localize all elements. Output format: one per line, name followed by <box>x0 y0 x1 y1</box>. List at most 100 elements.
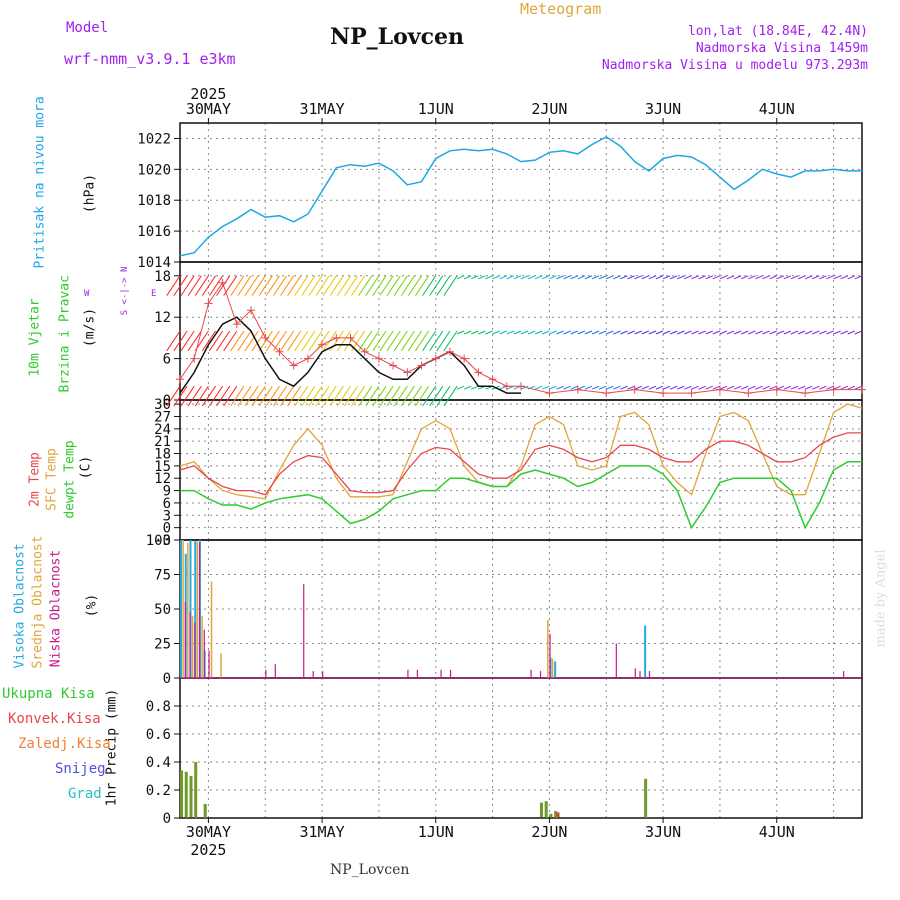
top-day-label: 2JUN <box>531 100 567 118</box>
wind-barb <box>216 385 231 407</box>
precip-bar <box>203 804 207 818</box>
wind-barb <box>407 330 422 352</box>
pressure-line <box>179 136 862 257</box>
wind-barb <box>740 275 749 280</box>
wind-barb <box>740 385 749 390</box>
wind-barb <box>819 385 827 390</box>
y-tick-label: 1020 <box>137 162 171 178</box>
meteogram-title: Meteogram <box>520 0 602 18</box>
wind-barb <box>677 330 685 335</box>
wind-barb <box>534 385 543 390</box>
wind-barb <box>372 385 387 407</box>
wind-barb <box>301 385 316 407</box>
wind-barb <box>684 330 692 335</box>
wind-barb <box>436 385 451 407</box>
footer-station: NP_Lovcen <box>330 862 410 878</box>
wind-gust-marker <box>858 385 866 394</box>
wind-gust-marker <box>218 278 227 287</box>
wind-barb <box>584 330 593 335</box>
wind-barb <box>684 385 692 390</box>
wind-barb <box>187 385 202 407</box>
wind-barb <box>797 385 806 390</box>
y-tick-label: 6 <box>163 352 171 368</box>
wind-barb <box>534 330 543 335</box>
wind-gust-marker <box>346 333 355 342</box>
wind-barb <box>209 275 224 296</box>
wind-barb <box>265 275 280 296</box>
cloud-bar <box>191 615 194 678</box>
wind-barb <box>315 385 330 407</box>
wind-barb <box>393 330 408 352</box>
wind-barb <box>641 275 650 280</box>
wind-barb <box>351 385 366 407</box>
legend-freezing: Zaledj.Kisa <box>18 736 111 752</box>
wind-barb <box>463 385 472 390</box>
y-tick-label: 9 <box>163 484 171 500</box>
wind-barb <box>790 275 799 280</box>
cloud-bar <box>322 671 324 678</box>
wind-barb <box>280 330 295 352</box>
wind-barb <box>783 275 792 280</box>
wind-barb <box>470 275 479 280</box>
cloud-bar <box>196 541 199 678</box>
wind-barb <box>840 385 848 390</box>
wind-barb <box>627 385 635 390</box>
wind-barb <box>166 385 181 407</box>
y-tick-label: 3 <box>163 508 171 524</box>
wind-gust-marker <box>289 361 298 370</box>
cloud-bar <box>547 620 549 678</box>
wind-barb <box>258 385 273 407</box>
wind-barb <box>216 330 231 352</box>
wind-barb <box>776 385 785 390</box>
wind-barb <box>372 330 387 352</box>
wind-barb <box>407 275 422 296</box>
wind-barb <box>251 275 266 296</box>
wind-barb <box>847 275 856 280</box>
wind-barb <box>301 330 316 352</box>
wind-barb <box>499 330 507 335</box>
cloud-bar <box>189 540 192 678</box>
wind-barb <box>492 330 500 335</box>
wind-barb <box>648 275 657 280</box>
wind-barb <box>343 275 359 296</box>
wind-barb <box>733 330 742 335</box>
wind-barb <box>287 385 302 407</box>
wind-barb <box>570 330 579 335</box>
cloud-bar <box>210 581 213 678</box>
wind-barb <box>244 330 259 352</box>
wind-barb <box>422 330 437 352</box>
wind-gust-marker <box>715 385 724 394</box>
y-tick-label: 100 <box>146 533 171 549</box>
wind-barb <box>591 330 600 335</box>
wind-barb <box>840 330 848 335</box>
wind-barb <box>258 330 273 352</box>
wind-barb <box>833 275 841 280</box>
wind-barb <box>407 385 422 407</box>
wind-barb <box>173 385 188 407</box>
wind-barb <box>620 385 628 390</box>
wind-barb <box>329 385 344 407</box>
cloud-bar <box>182 540 184 678</box>
cloud-bar <box>449 669 452 678</box>
wind-barb <box>379 385 394 407</box>
wind-gust-marker <box>403 368 412 377</box>
dewpt-line <box>180 461 862 530</box>
cloud-bar <box>208 650 210 678</box>
wind-barb <box>429 330 444 352</box>
wind-barb <box>527 330 536 335</box>
y-tick-label: 0 <box>163 521 171 537</box>
wind-barb <box>591 385 600 390</box>
wind-barb <box>194 275 209 296</box>
wind-barb <box>797 275 806 280</box>
wind-gust-marker <box>772 385 781 394</box>
precip-bar <box>194 762 198 818</box>
y-tick-label: 0 <box>163 671 171 687</box>
wind-barb <box>605 330 614 335</box>
wind-barb <box>244 385 259 407</box>
wind-barb <box>201 275 216 296</box>
wind-barb <box>833 330 841 335</box>
cloud-bar <box>184 602 186 678</box>
wind-barb <box>422 385 437 407</box>
wind-barb <box>520 385 529 390</box>
wind-barb <box>733 385 742 390</box>
